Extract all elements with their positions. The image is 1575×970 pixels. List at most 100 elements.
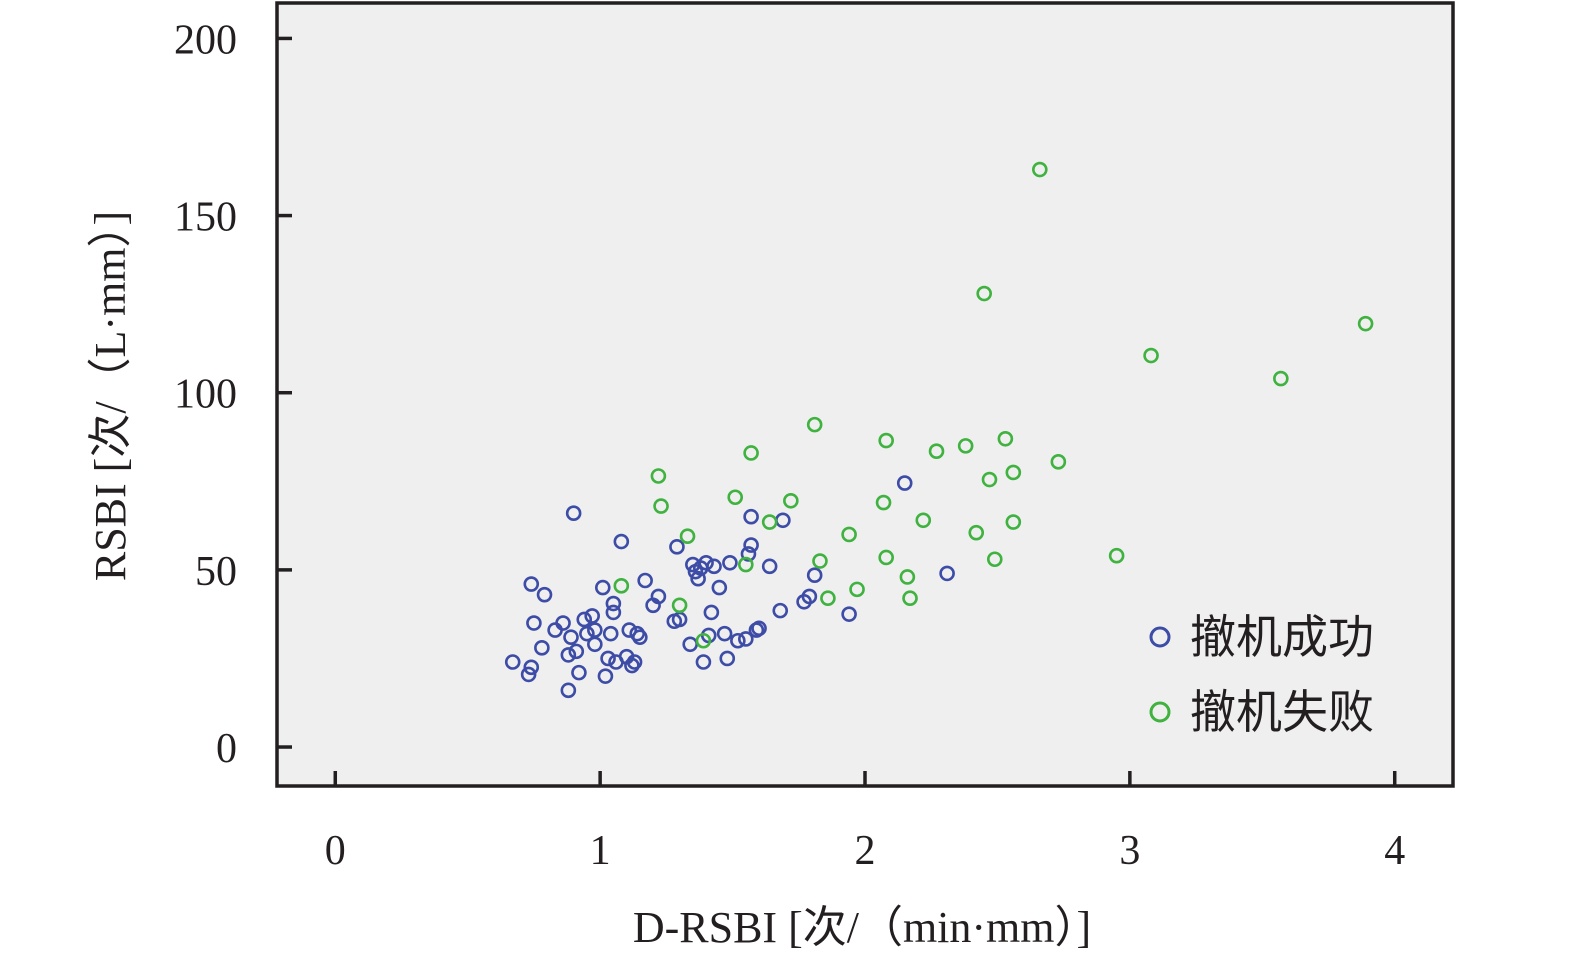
data-point-failure: [986, 551, 1003, 568]
data-point-success: [740, 546, 757, 562]
y-tick-label: 200: [174, 17, 237, 63]
data-point-failure: [902, 590, 918, 607]
data-point-failure: [783, 492, 799, 509]
data-point-success: [597, 668, 614, 684]
data-point-success: [743, 508, 759, 525]
data-point-success: [626, 654, 643, 670]
data-point-success: [621, 622, 638, 638]
data-point-success: [579, 625, 595, 642]
x-tick-label: 1: [590, 828, 611, 874]
data-point-failure: [1032, 161, 1048, 178]
data-point-failure: [1108, 547, 1125, 564]
data-point-failure: [727, 489, 744, 506]
data-point-failure: [875, 494, 892, 511]
x-tick-label: 4: [1384, 828, 1405, 874]
data-point-success: [719, 650, 736, 667]
data-point-failure: [976, 285, 992, 302]
data-point-success: [594, 579, 611, 596]
data-point-failure: [613, 578, 630, 594]
y-tick-label: 0: [216, 726, 237, 772]
data-point-failure: [812, 553, 828, 569]
data-point-success: [761, 558, 778, 575]
data-point-success: [560, 682, 577, 699]
data-point-success: [706, 558, 722, 575]
data-point-success: [560, 647, 577, 663]
data-point-failure: [981, 471, 998, 488]
data-point-failure: [738, 556, 754, 573]
data-point-failure: [806, 416, 823, 433]
data-point-success: [772, 602, 789, 619]
data-point-success: [722, 554, 738, 571]
plot-background: [277, 3, 1453, 786]
x-axis-title: D-RSBI [次/（min·mm）]: [633, 903, 1091, 952]
legend: 撤机成功 撤机失败: [1149, 610, 1374, 739]
data-point-success: [520, 666, 537, 683]
data-point-success: [534, 640, 550, 656]
points-layer: [504, 161, 1374, 699]
data-point-failure: [878, 549, 894, 566]
data-point-failure: [915, 512, 932, 529]
y-tick-label: 100: [174, 372, 237, 418]
data-point-success: [584, 608, 600, 624]
data-point-success: [571, 664, 587, 681]
legend-marker-failure: [1149, 701, 1171, 723]
data-point-success: [613, 533, 630, 550]
x-tick-label: 3: [1119, 828, 1140, 874]
data-point-success: [716, 625, 733, 642]
data-point-success: [526, 615, 542, 631]
data-point-failure: [650, 468, 667, 484]
data-point-success: [738, 631, 754, 647]
data-point-failure: [899, 569, 916, 585]
data-point-success: [695, 654, 712, 670]
data-point-success: [690, 570, 706, 587]
data-point-success: [587, 622, 603, 638]
data-point-failure: [671, 597, 688, 614]
data-point-failure: [849, 581, 865, 598]
data-point-success: [743, 537, 759, 553]
data-point-success: [504, 654, 521, 670]
data-point-success: [602, 625, 619, 642]
data-point-success: [605, 604, 622, 621]
data-point-success: [568, 643, 585, 660]
data-point-failure: [997, 430, 1014, 447]
data-point-success: [711, 579, 728, 596]
y-tick-label: 50: [195, 549, 237, 595]
data-point-success: [637, 572, 653, 589]
data-point-success: [841, 606, 857, 622]
data-point-success: [565, 505, 582, 521]
data-point-failure: [820, 590, 836, 607]
data-point-failure: [1273, 370, 1289, 387]
data-point-success: [896, 475, 913, 491]
data-point-failure: [653, 498, 669, 514]
data-point-success: [698, 554, 714, 571]
data-point-success: [600, 650, 616, 667]
data-point-success: [939, 565, 955, 582]
data-point-failure: [1005, 464, 1022, 481]
data-point-failure: [1005, 514, 1022, 530]
data-point-success: [555, 615, 571, 631]
data-point-success: [650, 588, 667, 605]
y-tick-label: 150: [174, 195, 237, 241]
data-point-success: [806, 567, 823, 583]
data-point-failure: [841, 526, 857, 543]
data-point-success: [536, 586, 553, 603]
data-point-failure: [1143, 347, 1159, 364]
data-point-failure: [878, 432, 894, 449]
data-point-success: [669, 539, 685, 555]
data-point-failure: [743, 445, 759, 461]
data-point-success: [563, 629, 579, 645]
data-point-failure: [761, 514, 778, 530]
x-tick-label: 2: [855, 828, 876, 874]
data-point-failure: [957, 438, 974, 454]
data-point-success: [523, 576, 540, 592]
data-point-success: [703, 604, 720, 621]
y-axis-title: RSBI [次/（L·mm）]: [86, 211, 135, 581]
data-point-success: [605, 595, 622, 612]
data-point-failure: [1357, 315, 1374, 332]
legend-marker-success: [1149, 626, 1171, 648]
y-axis-ticks: 0 50 100 150 200: [174, 17, 292, 772]
data-point-success: [730, 632, 746, 649]
data-point-failure: [968, 524, 985, 541]
